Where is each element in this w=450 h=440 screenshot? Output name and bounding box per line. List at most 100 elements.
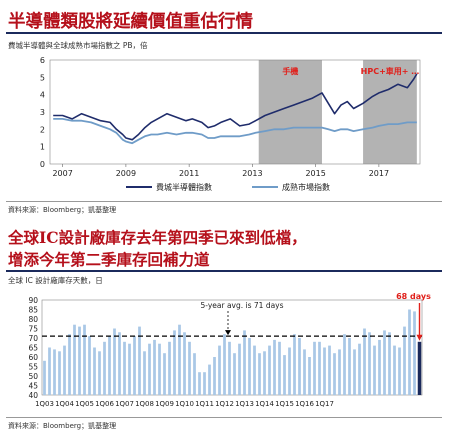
bar xyxy=(388,332,391,395)
legend-label-1: 費城半導體指數 xyxy=(156,182,212,192)
bar xyxy=(298,338,301,395)
bar xyxy=(103,341,106,395)
bar xyxy=(53,349,56,395)
x-tick-label: 2007 xyxy=(52,169,72,178)
x-tick-label: 1Q12 xyxy=(215,400,234,408)
bar xyxy=(223,334,226,395)
panel2-headline-line1: 全球IC設計廠庫存去年第四季已來到低檔， xyxy=(8,228,307,247)
shaded-period-2 xyxy=(363,60,417,164)
y-tick-label: 65 xyxy=(28,344,38,353)
x-tick-label: 2017 xyxy=(369,169,389,178)
bar xyxy=(148,343,151,395)
bar xyxy=(163,353,166,395)
x-tick-label: 1Q08 xyxy=(135,400,154,408)
bar xyxy=(253,345,256,395)
bar xyxy=(358,343,361,395)
bar xyxy=(138,326,141,395)
bar xyxy=(288,347,291,395)
bar xyxy=(268,345,271,395)
bar xyxy=(283,355,286,395)
bar xyxy=(98,351,101,395)
bar xyxy=(403,326,406,395)
y-tick-label: 40 xyxy=(28,391,38,400)
bar xyxy=(273,339,276,395)
avg-annotation-arrowhead xyxy=(225,330,231,336)
y-tick-label: 6 xyxy=(40,56,45,65)
bar xyxy=(113,328,116,395)
x-tick-label: 1Q07 xyxy=(115,400,134,408)
bar xyxy=(263,351,266,395)
plot-frame xyxy=(41,299,423,396)
bar xyxy=(378,339,381,395)
panel2-bottom-rule xyxy=(6,417,442,418)
bar xyxy=(43,360,46,395)
y-tick-label: 5 xyxy=(40,73,45,82)
x-tick-label: 1Q05 xyxy=(75,400,94,408)
bar xyxy=(78,326,81,395)
bar-latest xyxy=(417,341,422,395)
bar xyxy=(318,341,321,395)
bar xyxy=(228,341,231,395)
y-tick-label: 1 xyxy=(40,143,45,152)
legend-label-2: 成熟市場指數 xyxy=(282,182,330,192)
x-tick-label: 2009 xyxy=(116,169,136,178)
panel2-title-rule xyxy=(6,270,442,272)
bar xyxy=(373,345,376,395)
bar xyxy=(308,357,311,395)
bar xyxy=(173,330,176,395)
bar xyxy=(398,347,401,395)
y-tick-label: 75 xyxy=(28,325,38,334)
bar xyxy=(83,324,86,395)
bar xyxy=(313,341,316,395)
bar xyxy=(238,343,241,395)
bar xyxy=(153,339,156,395)
shaded-period-label-2: HPC+車用+ … xyxy=(361,66,420,76)
shaded-period-1 xyxy=(258,60,322,164)
bar xyxy=(158,343,161,395)
bar xyxy=(183,332,186,395)
panel2-headline-line2: 增添今年第二季庫存回補力道 xyxy=(8,250,210,269)
bar xyxy=(243,330,246,395)
y-tick-label: 3 xyxy=(40,108,45,117)
y-tick-label: 90 xyxy=(28,296,38,305)
avg-annotation-label: 5-year avg. is 71 days xyxy=(200,301,283,310)
x-tick-label: 2011 xyxy=(179,169,199,178)
y-tick-label: 85 xyxy=(28,306,38,315)
bar xyxy=(73,324,76,395)
bar xyxy=(208,364,211,395)
x-tick-label: 1Q13 xyxy=(235,400,254,408)
latest-value-label: 68 days xyxy=(396,292,431,301)
y-tick-label: 70 xyxy=(28,334,38,343)
x-tick-label: 1Q03 xyxy=(35,400,54,408)
y-tick-label: 4 xyxy=(40,91,45,100)
pb-line-chart: 手機 HPC+車用+ … 0 1 2 3 4 5 6 2007 2009 2011 2013 2015 2… xyxy=(40,56,421,192)
bar xyxy=(143,351,146,395)
bar xyxy=(323,347,326,395)
bar xyxy=(363,328,366,395)
bar xyxy=(213,357,216,395)
bar xyxy=(258,353,261,395)
bar xyxy=(333,353,336,395)
bar xyxy=(198,372,201,395)
bar xyxy=(168,341,171,395)
bar xyxy=(178,324,181,395)
bar xyxy=(338,349,341,395)
bar xyxy=(383,330,386,395)
x-tick-label: 1Q11 xyxy=(195,400,214,408)
bar xyxy=(118,332,121,395)
x-tick-label: 1Q10 xyxy=(175,400,194,408)
x-tick-label: 1Q15 xyxy=(275,400,294,408)
bar xyxy=(68,334,71,395)
panel2-source: 資料來源：Bloomberg；凱基整理 xyxy=(8,422,117,430)
bar xyxy=(58,351,61,395)
bar xyxy=(368,332,371,395)
x-tick-label: 1Q14 xyxy=(255,400,274,408)
plot-frame xyxy=(49,59,421,165)
series-line-sox xyxy=(53,73,418,141)
bar xyxy=(293,334,296,395)
panel1-source: 資料來源：Bloomberg；凱基整理 xyxy=(8,206,117,214)
y-tick-label: 2 xyxy=(40,125,45,134)
bar xyxy=(188,341,191,395)
panel2-subtitle: 全球 IC 設計廠庫存天數，日 xyxy=(8,276,103,285)
